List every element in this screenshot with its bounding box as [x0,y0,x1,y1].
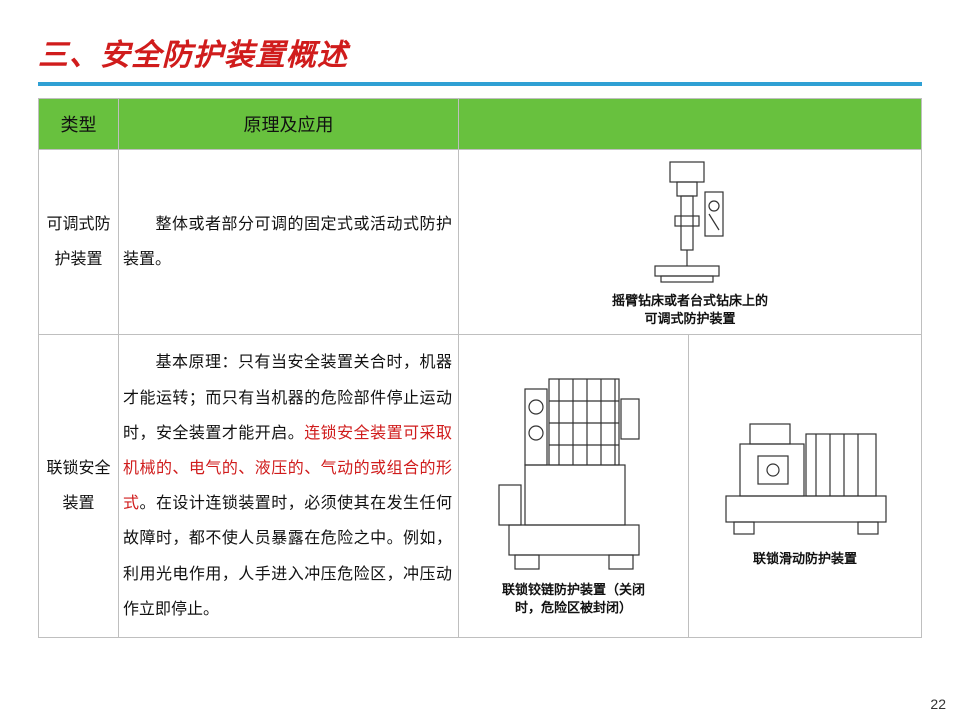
image-cell-2b: 联锁滑动防护装置 [689,335,922,638]
caption-2a: 联锁铰链防护装置（关闭 时，危险区被封闭） [502,581,645,617]
caption-1-line1: 摇臂钻床或者台式钻床上的 [612,293,768,308]
desc2-part2: 。在设计连锁装置时，必须使其在发生任何故障时，都不使人员暴露在危险之中。例如，利… [123,495,452,618]
header-type: 类型 [39,99,119,150]
page-number: 22 [930,696,946,712]
drill-press-icon [625,156,755,286]
caption-2a-line1: 联锁铰链防护装置（关闭 [502,582,645,597]
image-cell-2a: 联锁铰链防护装置（关闭 时，危险区被封闭） [459,335,689,638]
caption-1-line2: 可调式防护装置 [644,311,735,326]
desc-text-1: 整体或者部分可调的固定式或活动式防护装置。 [123,216,452,268]
type-cell-1: 可调式防护装置 [39,150,119,335]
desc-cell-2: 基本原理：只有当安全装置关合时，机器才能运转；而只有当机器的危险部件停止运动时，… [119,335,459,638]
caption-2b: 联锁滑动防护装置 [753,550,857,568]
header-image [459,99,922,150]
hinged-guard-machine-icon [489,355,659,575]
type-cell-2: 联锁安全装置 [39,335,119,638]
sliding-guard-machine-icon [710,404,900,544]
desc-cell-1: 整体或者部分可调的固定式或活动式防护装置。 [119,150,459,335]
table-row: 联锁安全装置 基本原理：只有当安全装置关合时，机器才能运转；而只有当机器的危险部… [39,335,922,638]
page-title: 三、安全防护装置概述 [38,30,922,74]
table-header-row: 类型 原理及应用 [39,99,922,150]
caption-1: 摇臂钻床或者台式钻床上的 可调式防护装置 [612,292,768,328]
title-rule [38,82,922,86]
safety-device-table: 类型 原理及应用 可调式防护装置 整体或者部分可调的固定式或活动式防护装置。 [38,98,922,638]
caption-2a-line2: 时，危险区被封闭） [515,600,632,615]
image-cell-1: 摇臂钻床或者台式钻床上的 可调式防护装置 [459,150,922,335]
table-row: 可调式防护装置 整体或者部分可调的固定式或活动式防护装置。 [39,150,922,335]
header-desc: 原理及应用 [119,99,459,150]
